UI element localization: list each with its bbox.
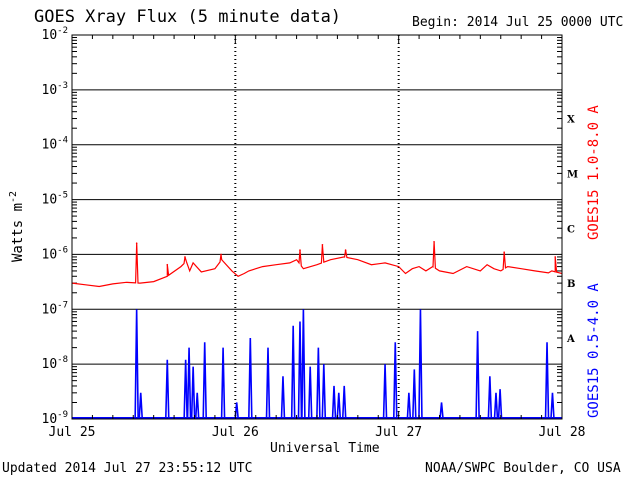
short-spike-27 bbox=[439, 402, 444, 420]
short-spike-26 bbox=[418, 309, 423, 420]
short-spike-4 bbox=[186, 347, 192, 420]
updated-timestamp: Updated 2014 Jul 27 23:55:12 UTC bbox=[2, 461, 253, 476]
short-spike-12 bbox=[280, 376, 286, 420]
y-tick-label-4: 10-5 bbox=[42, 191, 69, 208]
flare-class-m: M bbox=[567, 169, 578, 180]
short-spike-6 bbox=[194, 392, 200, 420]
short-spike-11 bbox=[265, 347, 271, 420]
short-spike-13 bbox=[290, 325, 296, 420]
flare-class-b: B bbox=[567, 279, 575, 290]
short-spike-31 bbox=[497, 389, 503, 420]
short-spike-16 bbox=[307, 366, 313, 420]
long-peak-point-2 bbox=[184, 256, 186, 258]
long-peak-point-9 bbox=[554, 256, 556, 258]
x-tick-label-1: Jul 26 bbox=[212, 425, 259, 440]
long-peak-point-4 bbox=[299, 249, 301, 251]
short-spike-1 bbox=[138, 392, 144, 420]
short-spike-5 bbox=[190, 366, 196, 420]
short-spike-7 bbox=[202, 342, 208, 420]
y-tick-label-5: 10-4 bbox=[42, 136, 69, 153]
y-tick-label-1: 10-8 bbox=[42, 355, 69, 372]
chart-title: GOES Xray Flux (5 minute data) bbox=[34, 7, 342, 27]
series-layer bbox=[71, 240, 563, 420]
x-tick-label-0: Jul 25 bbox=[49, 425, 96, 440]
short-spike-17 bbox=[316, 347, 321, 420]
y-tick-label-0: 10-9 bbox=[42, 410, 69, 427]
short-spike-25 bbox=[412, 369, 417, 420]
long-peak-point-8 bbox=[503, 251, 505, 253]
credit-line: NOAA/SWPC Boulder, CO USA bbox=[425, 461, 621, 476]
short-spike-23 bbox=[392, 342, 398, 420]
short-spike-21 bbox=[341, 385, 347, 420]
short-spike-28 bbox=[475, 331, 480, 420]
short-spike-24 bbox=[406, 392, 412, 420]
y-tick-label-3: 10-6 bbox=[42, 245, 69, 262]
short-spike-3 bbox=[183, 359, 188, 420]
short-spike-10 bbox=[248, 337, 253, 420]
frame-layer bbox=[71, 34, 563, 420]
short-spike-18 bbox=[321, 364, 327, 420]
short-spike-15 bbox=[301, 309, 306, 420]
long-peak-point-0 bbox=[135, 242, 138, 245]
short-spike-20 bbox=[336, 392, 342, 420]
flare-class-a: A bbox=[566, 334, 575, 345]
long-peak-point-3 bbox=[220, 253, 222, 256]
tick-layer: 10-9 10-8 10-7 10-6 10-5 10-4 10-3 10-2 Jul 25 Ju… bbox=[42, 26, 586, 440]
y-axis-label: Watts m-2 bbox=[8, 191, 26, 262]
long-peak-point-1 bbox=[166, 263, 169, 266]
series-long-line bbox=[71, 241, 563, 288]
short-spike-14 bbox=[297, 321, 303, 420]
long-peak-point-5 bbox=[321, 243, 324, 246]
x-axis-label: Universal Time bbox=[270, 441, 380, 456]
y-tick-label-2: 10-7 bbox=[42, 300, 69, 317]
short-spike-30 bbox=[493, 392, 499, 420]
short-spike-0 bbox=[134, 309, 139, 420]
short-spike-32 bbox=[544, 342, 550, 420]
long-peak-point-7 bbox=[433, 240, 435, 243]
short-spike-19 bbox=[331, 385, 337, 420]
legend-long-channel: GOES15 1.0-8.0 A bbox=[586, 105, 602, 240]
legend-short-channel: GOES15 0.5-4.0 A bbox=[586, 283, 602, 418]
short-spike-8 bbox=[220, 347, 226, 420]
plot-frame bbox=[71, 34, 563, 420]
grid-layer bbox=[72, 34, 562, 420]
short-spike-29 bbox=[487, 376, 493, 420]
begin-time: Begin: 2014 Jul 25 0000 UTC bbox=[412, 15, 624, 30]
y-tick-label-7: 10-2 bbox=[42, 26, 69, 43]
flare-class-layer: X M C B A bbox=[566, 115, 578, 345]
x-tick-label-2: Jul 27 bbox=[375, 425, 422, 440]
long-peak-point-6 bbox=[344, 249, 347, 251]
short-spike-2 bbox=[164, 359, 170, 420]
flare-class-c: C bbox=[567, 224, 575, 235]
short-spike-22 bbox=[382, 364, 388, 420]
flare-class-x: X bbox=[567, 115, 575, 126]
x-tick-label-3: Jul 28 bbox=[539, 425, 586, 440]
short-spike-33 bbox=[550, 392, 555, 420]
y-tick-label-6: 10-3 bbox=[42, 81, 69, 98]
